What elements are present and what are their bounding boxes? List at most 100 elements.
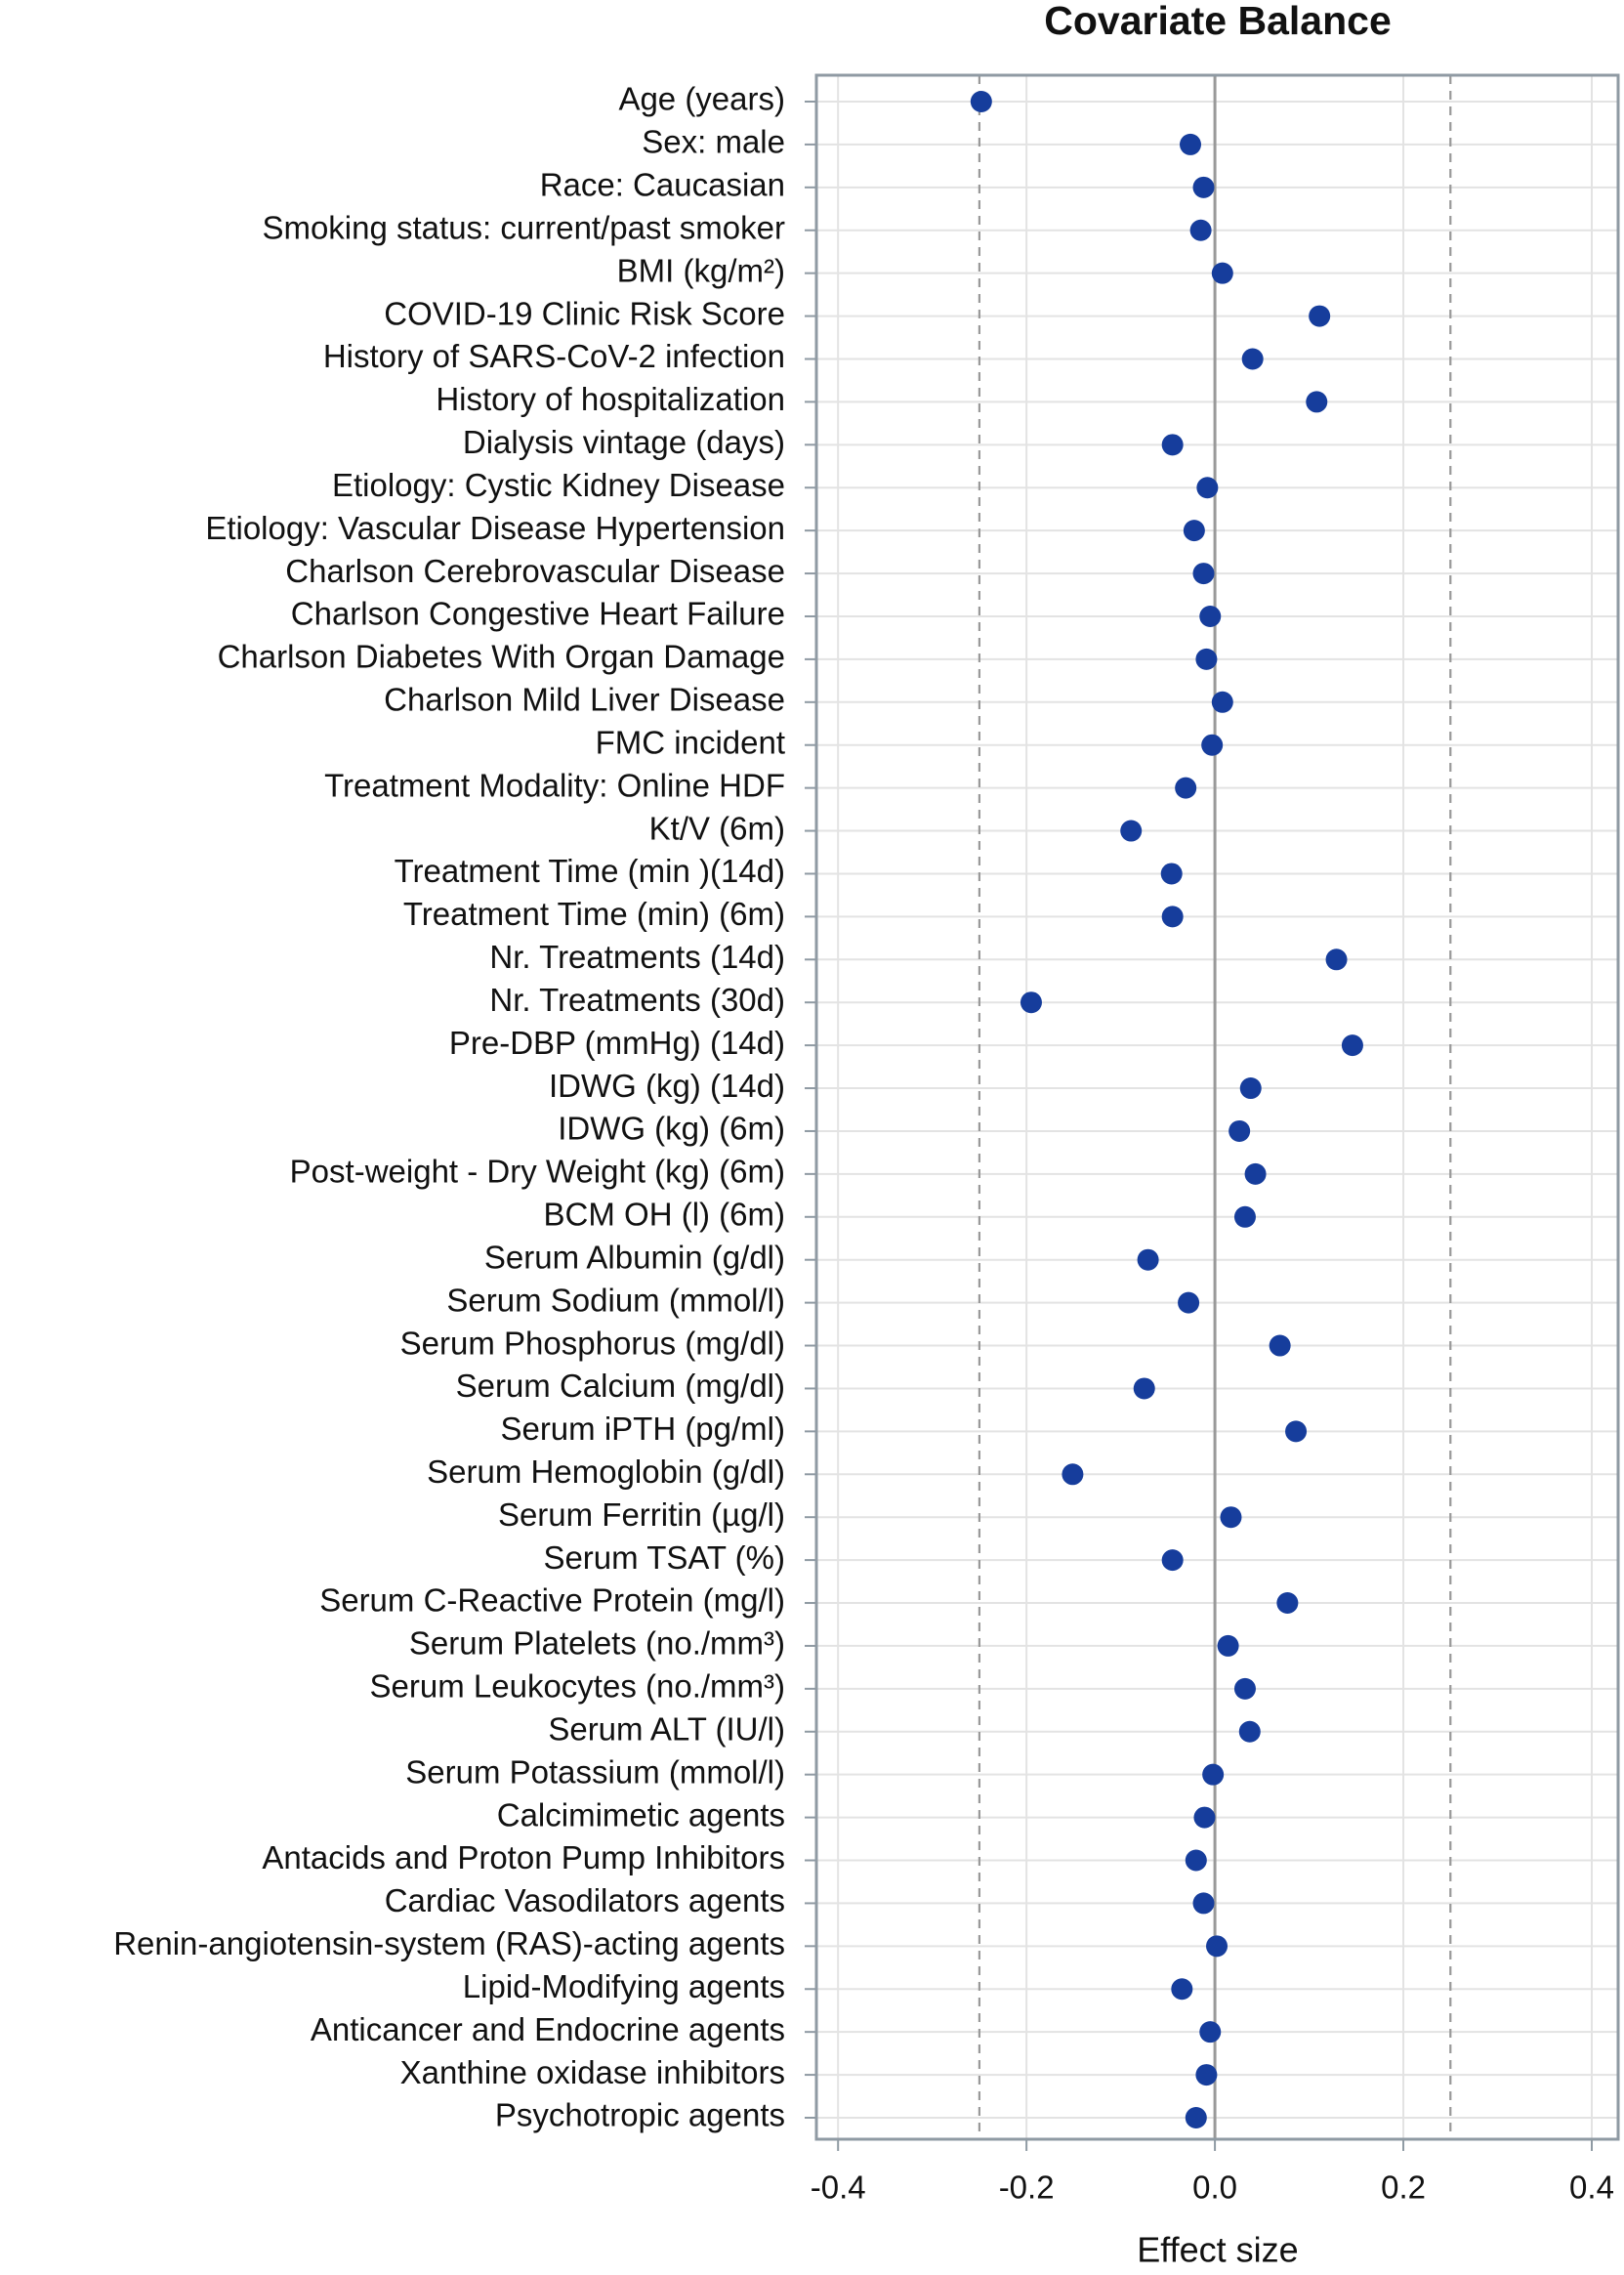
y-tick-label: Charlson Diabetes With Organ Damage	[218, 639, 785, 675]
x-tick-label: 0.2	[1381, 2170, 1426, 2206]
dot	[1171, 1978, 1193, 2001]
y-tick-label: Renin-angiotensin-system (RAS)-acting ag…	[113, 1925, 785, 1961]
y-tick-label: Serum ALT (IU/l)	[548, 1710, 785, 1747]
y-tick-label: COVID-19 Clinic Risk Score	[384, 295, 785, 331]
y-tick-label: IDWG (kg) (6m)	[558, 1111, 785, 1147]
dot	[1183, 520, 1205, 542]
dot	[1062, 1463, 1084, 1486]
dot	[1161, 1549, 1184, 1572]
dot	[1199, 2021, 1222, 2043]
dot	[1211, 262, 1233, 284]
y-tick-label: Anticancer and Endocrine agents	[311, 2011, 785, 2047]
dot	[1276, 1592, 1299, 1615]
x-tick-label: -0.2	[999, 2170, 1055, 2206]
dot	[1192, 563, 1215, 585]
dot	[1239, 1077, 1262, 1100]
y-tick-label: History of hospitalization	[436, 381, 785, 417]
dot	[1180, 133, 1202, 155]
y-tick-label: Psychotropic agents	[495, 2097, 785, 2133]
y-tick-label: Serum iPTH (pg/ml)	[500, 1411, 785, 1447]
dot	[1020, 991, 1042, 1014]
y-tick-label: Treatment Time (min )(14d)	[395, 853, 785, 889]
dot	[1192, 1892, 1215, 1915]
dot	[1211, 691, 1233, 713]
y-tick-label: Nr. Treatments (14d)	[489, 939, 785, 975]
dot	[1202, 1763, 1225, 1786]
dot	[1309, 305, 1331, 327]
y-tick-label: Nr. Treatments (30d)	[489, 982, 785, 1018]
dot	[1325, 948, 1348, 971]
y-tick-label: FMC incident	[596, 724, 785, 760]
y-tick-label: Pre-DBP (mmHg) (14d)	[449, 1025, 785, 1061]
y-tick-label: Serum Hemoglobin (g/dl)	[427, 1453, 785, 1490]
y-tick-label: Serum Calcium (mg/dl)	[456, 1368, 785, 1404]
dot	[1178, 1291, 1200, 1314]
dot	[1196, 477, 1219, 499]
dot	[1201, 734, 1224, 756]
y-tick-label: Serum Phosphorus (mg/dl)	[400, 1325, 785, 1361]
y-tick-label: Kt/V (6m)	[649, 810, 785, 846]
y-tick-label: Charlson Congestive Heart Failure	[291, 596, 785, 632]
y-tick-label: Antacids and Proton Pump Inhibitors	[262, 1839, 785, 1875]
dot	[1341, 1034, 1363, 1057]
dot	[1161, 906, 1184, 928]
y-tick-label: Cardiac Vasodilators agents	[385, 1882, 785, 1918]
dot	[1195, 2064, 1218, 2086]
y-tick-label: Etiology: Vascular Disease Hypertension	[205, 510, 785, 546]
y-tick-label: Charlson Mild Liver Disease	[384, 682, 785, 718]
y-tick-label: Post-weight - Dry Weight (kg) (6m)	[290, 1154, 785, 1190]
y-tick-label: Sex: male	[642, 124, 785, 160]
dot	[1137, 1248, 1159, 1271]
x-tick-label: 0.4	[1569, 2170, 1614, 2206]
dot	[1206, 1935, 1228, 1958]
y-tick-label: Calcimimetic agents	[497, 1796, 785, 1833]
y-tick-label: Charlson Cerebrovascular Disease	[285, 553, 785, 589]
dot	[1228, 1119, 1251, 1142]
y-tick-label: Lipid-Modifying agents	[463, 1968, 785, 2004]
y-tick-label: Serum Sodium (mmol/l)	[446, 1282, 785, 1318]
y-tick-label: Treatment Time (min) (6m)	[403, 896, 785, 932]
dot	[1220, 1506, 1242, 1529]
x-axis-label: Effect size	[1137, 2230, 1298, 2270]
dot	[1193, 1806, 1216, 1829]
dot	[1217, 1634, 1239, 1657]
dot	[1175, 777, 1197, 799]
y-tick-label: Xanthine oxidase inhibitors	[400, 2054, 785, 2090]
y-tick-label: Dialysis vintage (days)	[463, 424, 785, 460]
y-tick-label: Serum TSAT (%)	[543, 1539, 785, 1576]
y-tick-label: BMI (kg/m²)	[617, 252, 785, 288]
y-tick-label: Smoking status: current/past smoker	[262, 209, 785, 245]
dot	[1120, 820, 1143, 842]
y-tick-label: Serum Platelets (no./mm³)	[409, 1625, 785, 1662]
dot	[1241, 348, 1264, 370]
y-tick-label: Serum Albumin (g/dl)	[484, 1239, 785, 1275]
x-tick-label: -0.4	[811, 2170, 866, 2206]
dot	[1233, 1205, 1256, 1228]
dot	[1238, 1720, 1261, 1743]
dot	[1195, 648, 1218, 670]
dot	[1160, 863, 1183, 885]
y-tick-label: Etiology: Cystic Kidney Disease	[332, 467, 785, 503]
x-tick-label: 0.0	[1192, 2170, 1237, 2206]
y-tick-label: IDWG (kg) (14d)	[549, 1068, 785, 1104]
y-tick-label: Serum Ferritin (µg/l)	[498, 1496, 785, 1533]
plot-frame	[814, 73, 1620, 2141]
dot	[1185, 2107, 1207, 2128]
y-tick-label: History of SARS-CoV-2 infection	[323, 338, 785, 374]
y-tick-label: Race: Caucasian	[540, 167, 785, 203]
y-tick-label: Serum Leukocytes (no./mm³)	[370, 1668, 785, 1705]
dot	[1199, 605, 1222, 627]
dot	[970, 91, 992, 112]
y-tick-label: BCM OH (l) (6m)	[544, 1197, 785, 1233]
dot	[1285, 1420, 1308, 1443]
dot	[1306, 391, 1328, 413]
y-tick-label: Treatment Modality: Online HDF	[324, 767, 785, 803]
dot	[1185, 1849, 1207, 1872]
dot	[1269, 1334, 1291, 1357]
dot	[1192, 176, 1215, 198]
dot	[1189, 219, 1212, 241]
dot	[1233, 1677, 1256, 1700]
dot	[1133, 1377, 1155, 1400]
